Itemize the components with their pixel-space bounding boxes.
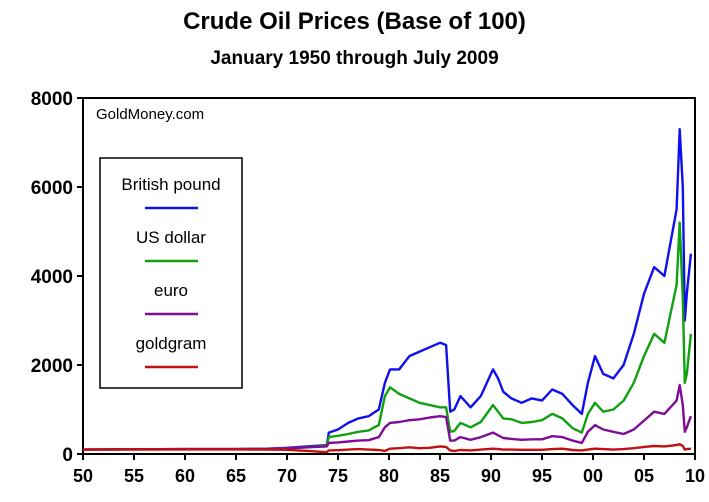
y-axis: 0 2000 4000 6000 8000 bbox=[31, 89, 83, 466]
series-line-us-dollar bbox=[82, 221, 693, 451]
x-tick-label: 85 bbox=[430, 466, 450, 486]
x-tick-label: 90 bbox=[481, 466, 501, 486]
x-axis: 50 55 60 65 70 75 80 85 90 95 00 05 10 bbox=[73, 454, 705, 486]
x-tick-label: 70 bbox=[277, 466, 297, 486]
source-label: GoldMoney.com bbox=[96, 106, 204, 123]
y-tick-label: 8000 bbox=[31, 89, 73, 110]
legend: British pound US dollar euro goldgram bbox=[99, 157, 243, 389]
series-line-british-pound bbox=[82, 127, 693, 451]
chart-title: Crude Oil Prices (Base of 100) bbox=[183, 8, 526, 35]
chart-subtitle: January 1950 through July 2009 bbox=[210, 48, 499, 69]
y-tick-label: 6000 bbox=[31, 178, 73, 199]
series-line-goldgram bbox=[82, 443, 692, 454]
series-lines bbox=[82, 127, 693, 454]
x-tick-label: 50 bbox=[73, 466, 93, 486]
x-tick-label: 55 bbox=[124, 466, 144, 486]
legend-label-british-pound: British pound bbox=[121, 175, 220, 194]
x-tick-label: 95 bbox=[532, 466, 552, 486]
x-tick-label: 80 bbox=[379, 466, 399, 486]
x-tick-label: 00 bbox=[583, 466, 603, 486]
y-tick-label: 2000 bbox=[31, 356, 73, 377]
x-tick-label: 05 bbox=[634, 466, 654, 486]
legend-box bbox=[99, 157, 243, 389]
legend-label-goldgram: goldgram bbox=[136, 334, 207, 353]
y-tick-label: 4000 bbox=[31, 267, 73, 288]
legend-label-us-dollar: US dollar bbox=[136, 228, 206, 247]
x-tick-label: 60 bbox=[175, 466, 195, 486]
x-tick-label: 10 bbox=[685, 466, 705, 486]
x-tick-label: 75 bbox=[328, 466, 348, 486]
y-tick-label: 0 bbox=[62, 445, 73, 466]
x-tick-label: 65 bbox=[226, 466, 246, 486]
series-line-euro bbox=[82, 383, 693, 451]
legend-label-euro: euro bbox=[154, 281, 188, 300]
